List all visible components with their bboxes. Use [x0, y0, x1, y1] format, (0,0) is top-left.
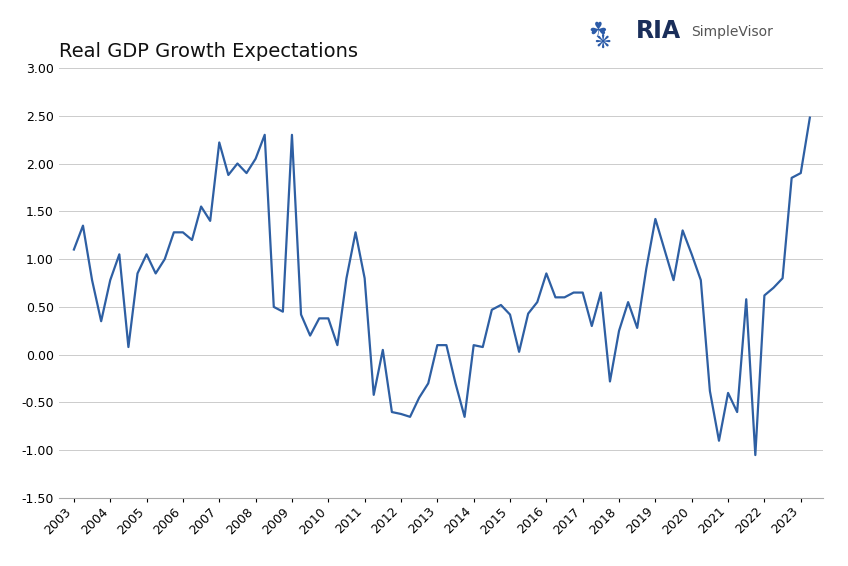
Text: ☘: ☘ [589, 21, 607, 41]
Text: SimpleVisor: SimpleVisor [691, 25, 773, 38]
Text: ❋: ❋ [594, 33, 611, 52]
Text: Real GDP Growth Expectations: Real GDP Growth Expectations [59, 42, 359, 61]
Text: RIA: RIA [636, 19, 681, 43]
